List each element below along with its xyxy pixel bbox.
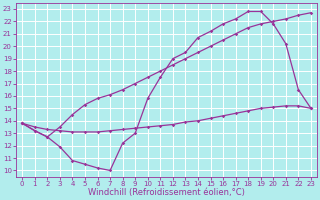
X-axis label: Windchill (Refroidissement éolien,°C): Windchill (Refroidissement éolien,°C) <box>88 188 245 197</box>
